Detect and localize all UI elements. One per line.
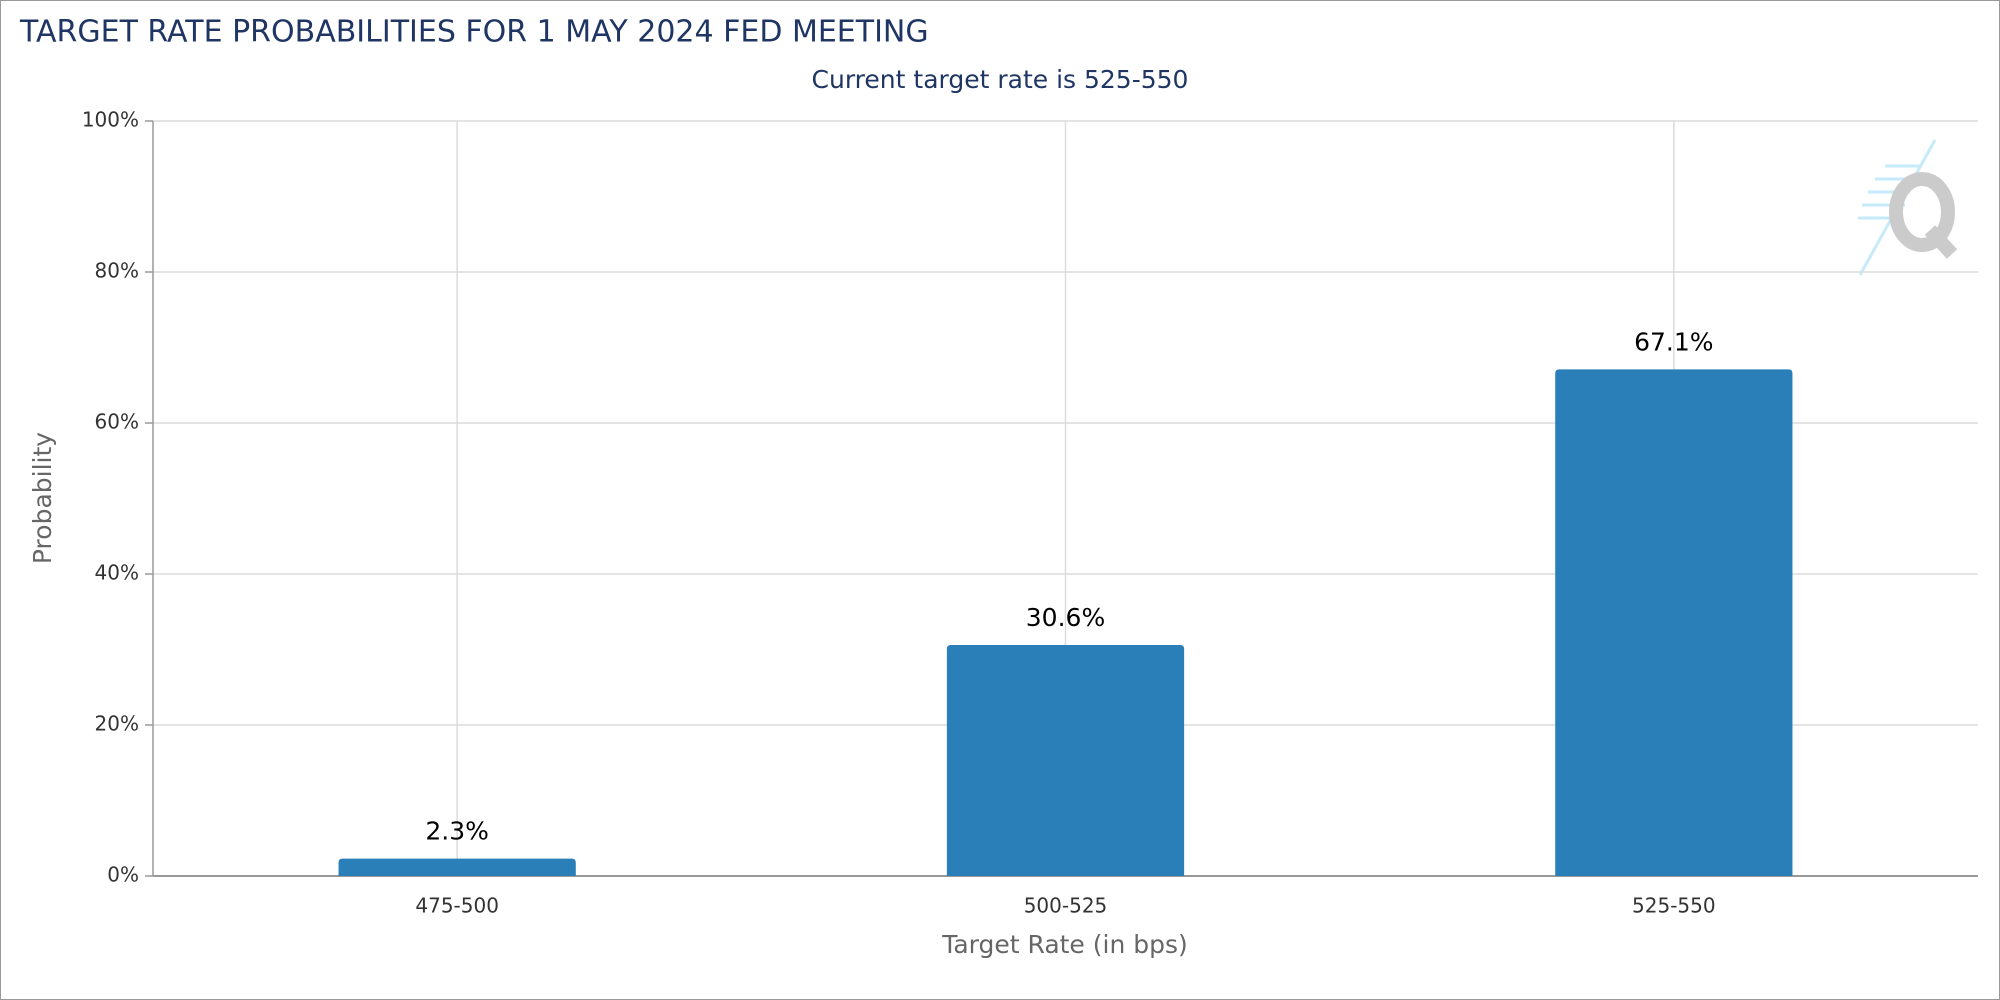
y-tick-label: 0% — [107, 863, 139, 887]
x-tick-label: 500-525 — [1024, 894, 1108, 918]
bar — [338, 858, 576, 876]
x-tick-label: 525-550 — [1632, 894, 1716, 918]
data-label: 2.3% — [425, 817, 489, 846]
x-axis-title: Target Rate (in bps) — [941, 930, 1188, 959]
y-tick-label: 20% — [95, 712, 139, 736]
y-tick-label: 80% — [95, 259, 139, 283]
chart-title: TARGET RATE PROBABILITIES FOR 1 MAY 2024… — [19, 15, 929, 50]
chart-subtitle: Current target rate is 525-550 — [812, 65, 1189, 94]
bar — [1555, 369, 1793, 876]
data-label: 67.1% — [1634, 327, 1713, 356]
x-tick-label: 475-500 — [415, 894, 499, 918]
data-label: 30.6% — [1026, 603, 1105, 632]
watermark-logo — [1858, 139, 1958, 276]
y-tick-label: 100% — [82, 108, 139, 132]
y-axis-title: Probability — [28, 432, 57, 564]
bar — [946, 644, 1185, 876]
y-tick-label: 40% — [95, 561, 139, 585]
y-tick-label: 60% — [95, 410, 139, 434]
